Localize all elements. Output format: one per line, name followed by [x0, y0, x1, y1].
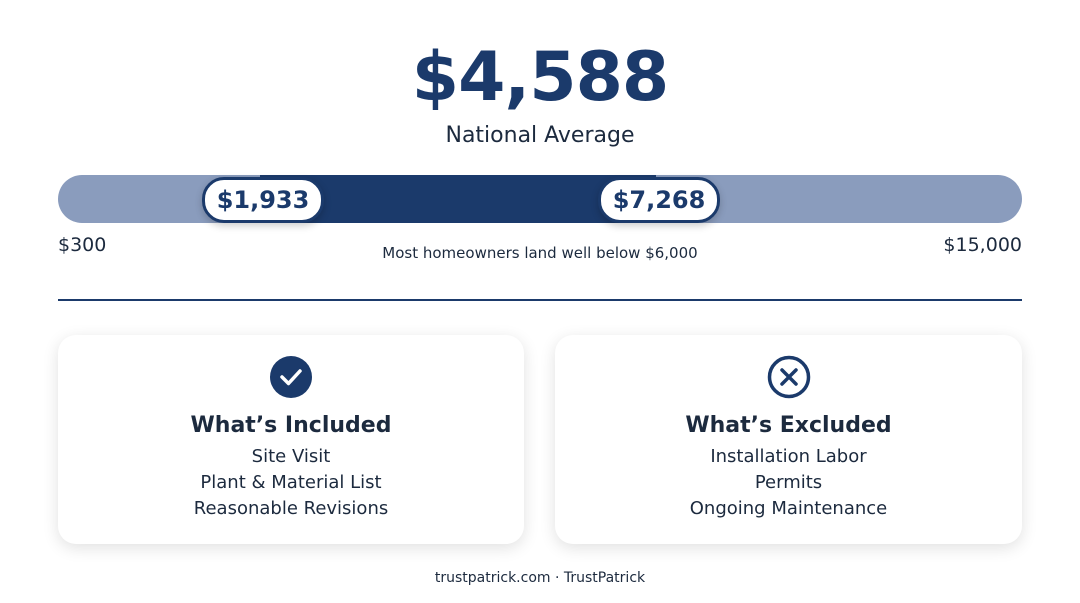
check-icon	[270, 356, 312, 398]
included-card: What’s Included Site Visit Plant & Mater…	[58, 335, 524, 544]
divider	[58, 299, 1022, 301]
footer: trustpatrick.com · TrustPatrick	[434, 570, 646, 586]
range-min: $300	[58, 234, 107, 256]
range-low: $1,933	[202, 177, 324, 223]
card-item: Site Visit	[251, 446, 331, 467]
card-item: Permits	[754, 472, 823, 493]
card-title: What’s Excluded	[685, 413, 892, 438]
range-fill	[260, 175, 656, 223]
headline-label: National Average	[445, 123, 635, 148]
card-item: Reasonable Revisions	[193, 498, 389, 519]
range-note: Most homeowners land well below $6,000	[382, 244, 698, 262]
headline-value: $4,588	[411, 38, 669, 117]
x-icon	[767, 355, 810, 399]
card-item: Plant & Material List	[200, 472, 382, 493]
card-title: What’s Included	[190, 413, 392, 438]
card-item: Ongoing Maintenance	[689, 498, 888, 519]
range-high: $7,268	[598, 177, 720, 223]
excluded-card: What’s Excluded Installation Labor Permi…	[555, 335, 1022, 544]
card-item: Installation Labor	[710, 446, 867, 467]
range-max: $15,000	[943, 234, 1022, 256]
